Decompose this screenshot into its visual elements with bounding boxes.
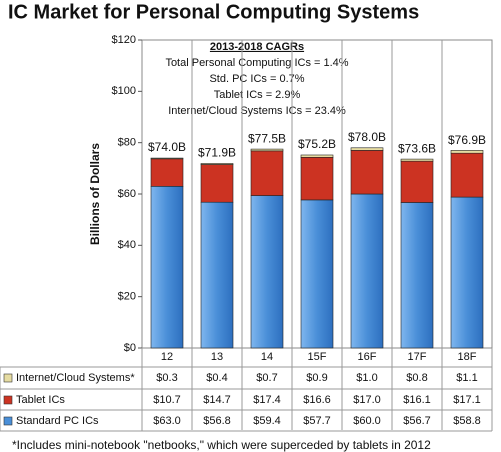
y-tick-label: $20 bbox=[118, 291, 136, 303]
x-tick-label: 16F bbox=[358, 351, 377, 363]
bar-segment bbox=[300, 199, 334, 349]
chart-title: IC Market for Personal Computing Systems bbox=[8, 1, 419, 23]
y-tick-label: $100 bbox=[112, 85, 136, 97]
table-value: $56.7 bbox=[403, 415, 431, 427]
table-value: $60.0 bbox=[353, 415, 381, 427]
y-tick-label: $60 bbox=[118, 188, 136, 200]
table-value: $1.0 bbox=[356, 372, 377, 384]
x-tick-label: 13 bbox=[211, 351, 223, 363]
x-tick-label: 17F bbox=[408, 351, 427, 363]
legend-label: Internet/Cloud Systems* bbox=[16, 372, 135, 384]
bar-segment bbox=[400, 202, 434, 349]
table-value: $17.0 bbox=[353, 394, 381, 406]
table-value: $17.4 bbox=[253, 394, 281, 406]
footnote: *Includes mini-notebook "netbooks," whic… bbox=[12, 438, 431, 452]
table-value: $0.9 bbox=[306, 372, 327, 384]
y-axis-label: Billions of Dollars bbox=[88, 143, 102, 245]
bar-segment bbox=[200, 164, 234, 203]
bar-segment bbox=[200, 163, 234, 165]
table-value: $17.1 bbox=[453, 394, 481, 406]
annotation-line: Tablet ICs = 2.9% bbox=[214, 89, 301, 101]
bar-segment bbox=[300, 154, 334, 158]
bar-segment bbox=[450, 152, 484, 198]
bar-segment bbox=[250, 195, 284, 349]
table-value: $63.0 bbox=[153, 415, 181, 427]
bar-segment bbox=[250, 148, 284, 152]
total-label: $76.9B bbox=[448, 133, 486, 147]
x-tick-label: 12 bbox=[161, 351, 173, 363]
table-value: $16.1 bbox=[403, 394, 431, 406]
table-value: $56.8 bbox=[203, 415, 231, 427]
table-value: $0.4 bbox=[206, 372, 227, 384]
x-tick-label: 15F bbox=[308, 351, 327, 363]
y-tick-label: $80 bbox=[118, 137, 136, 149]
x-tick-label: 18F bbox=[458, 351, 477, 363]
table-value: $57.7 bbox=[303, 415, 331, 427]
bar-segment bbox=[150, 186, 184, 349]
bar-segment bbox=[400, 158, 434, 162]
bar-segment bbox=[250, 150, 284, 196]
total-label: $73.6B bbox=[398, 141, 436, 155]
bar-segment bbox=[300, 156, 334, 201]
legend-label: Standard PC ICs bbox=[16, 415, 99, 427]
bar-segment bbox=[200, 201, 234, 349]
total-label: $78.0B bbox=[348, 130, 386, 144]
legend-swatch bbox=[3, 416, 13, 426]
annotation-heading: 2013-2018 CAGRs bbox=[210, 41, 304, 53]
table-value: $0.8 bbox=[406, 372, 427, 384]
total-label: $74.0B bbox=[148, 140, 186, 154]
bar-segment bbox=[350, 150, 384, 195]
annotation-line: Total Personal Computing ICs = 1.4% bbox=[165, 57, 348, 69]
legend-swatch bbox=[3, 373, 13, 383]
bar-segment bbox=[450, 150, 484, 154]
table-value: $14.7 bbox=[203, 394, 231, 406]
table-value: $58.8 bbox=[453, 415, 481, 427]
annotation-line: Std. PC ICs = 0.7% bbox=[209, 73, 304, 85]
total-label: $75.2B bbox=[298, 137, 336, 151]
table-value: $59.4 bbox=[253, 415, 281, 427]
bar-segment bbox=[350, 193, 384, 349]
bar-segment bbox=[450, 196, 484, 349]
table-value: $16.6 bbox=[303, 394, 331, 406]
total-label: $77.5B bbox=[248, 131, 286, 145]
y-tick-label: $40 bbox=[118, 239, 136, 251]
annotation-line: Internet/Cloud Systems ICs = 23.4% bbox=[168, 105, 346, 117]
table-value: $0.3 bbox=[156, 372, 177, 384]
table-value: $10.7 bbox=[153, 394, 181, 406]
x-tick-label: 14 bbox=[261, 351, 273, 363]
table-value: $1.1 bbox=[456, 372, 477, 384]
table-value: $0.7 bbox=[256, 372, 277, 384]
bar-segment bbox=[150, 158, 184, 187]
annotation: 2013-2018 CAGRs bbox=[210, 41, 304, 53]
bar-segment bbox=[150, 157, 184, 160]
total-label: $71.9B bbox=[198, 146, 236, 160]
legend-label: Tablet ICs bbox=[16, 394, 65, 406]
bar-segment bbox=[400, 160, 434, 203]
y-tick-label: $120 bbox=[112, 34, 136, 46]
y-tick-label: $0 bbox=[124, 342, 136, 354]
legend-swatch bbox=[3, 395, 13, 405]
bar-segment bbox=[350, 147, 384, 151]
